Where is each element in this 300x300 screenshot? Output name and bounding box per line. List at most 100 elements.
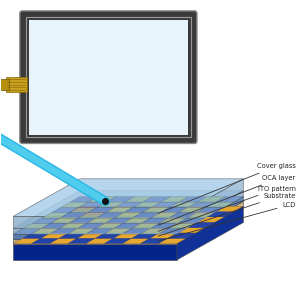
- Polygon shape: [13, 191, 243, 228]
- Polygon shape: [178, 228, 205, 233]
- Polygon shape: [160, 217, 188, 222]
- Polygon shape: [42, 213, 70, 218]
- Text: ITO pattern: ITO pattern: [158, 186, 296, 231]
- Polygon shape: [69, 228, 96, 233]
- Polygon shape: [88, 197, 116, 202]
- Polygon shape: [150, 233, 178, 238]
- Bar: [0, 79, 9, 90]
- Polygon shape: [133, 213, 160, 218]
- Polygon shape: [104, 238, 132, 244]
- Polygon shape: [50, 229, 77, 234]
- Polygon shape: [13, 234, 177, 239]
- Polygon shape: [177, 206, 243, 260]
- Polygon shape: [124, 217, 152, 222]
- Polygon shape: [115, 202, 143, 207]
- Polygon shape: [115, 212, 143, 217]
- Polygon shape: [79, 212, 107, 217]
- Polygon shape: [160, 207, 188, 213]
- Polygon shape: [96, 222, 124, 228]
- Polygon shape: [133, 222, 160, 228]
- Polygon shape: [159, 228, 187, 233]
- Polygon shape: [197, 206, 225, 212]
- FancyBboxPatch shape: [20, 11, 197, 143]
- Polygon shape: [105, 228, 133, 233]
- Polygon shape: [51, 207, 79, 213]
- Polygon shape: [152, 212, 179, 217]
- Polygon shape: [13, 239, 177, 244]
- Polygon shape: [140, 229, 168, 234]
- Polygon shape: [159, 218, 187, 224]
- Polygon shape: [42, 222, 70, 228]
- Polygon shape: [50, 238, 77, 244]
- Polygon shape: [32, 228, 60, 233]
- Polygon shape: [13, 201, 243, 239]
- Polygon shape: [107, 206, 134, 212]
- Polygon shape: [23, 233, 50, 238]
- Bar: [26, 17, 191, 137]
- Polygon shape: [97, 212, 125, 217]
- Polygon shape: [77, 224, 105, 229]
- Polygon shape: [59, 233, 87, 238]
- Polygon shape: [169, 222, 196, 228]
- Polygon shape: [88, 207, 115, 213]
- Polygon shape: [87, 218, 115, 224]
- Polygon shape: [123, 218, 151, 224]
- Polygon shape: [187, 213, 215, 218]
- Polygon shape: [70, 197, 98, 202]
- Polygon shape: [106, 207, 134, 213]
- Bar: [29, 20, 188, 134]
- Polygon shape: [152, 202, 179, 207]
- Polygon shape: [104, 229, 132, 234]
- Polygon shape: [86, 238, 114, 244]
- Polygon shape: [115, 222, 142, 228]
- Polygon shape: [50, 228, 78, 233]
- Polygon shape: [161, 206, 189, 212]
- Polygon shape: [13, 179, 243, 216]
- Polygon shape: [95, 224, 123, 229]
- Polygon shape: [13, 206, 243, 244]
- Polygon shape: [13, 238, 41, 244]
- Polygon shape: [50, 218, 78, 224]
- Polygon shape: [13, 197, 243, 234]
- Polygon shape: [32, 229, 59, 234]
- Polygon shape: [86, 229, 114, 234]
- Polygon shape: [60, 213, 88, 218]
- Polygon shape: [114, 224, 141, 229]
- Polygon shape: [177, 191, 243, 234]
- Polygon shape: [216, 206, 243, 212]
- Polygon shape: [79, 202, 107, 207]
- Polygon shape: [77, 233, 105, 238]
- Polygon shape: [177, 201, 243, 244]
- Polygon shape: [125, 197, 152, 202]
- Polygon shape: [141, 218, 169, 224]
- Polygon shape: [159, 229, 186, 234]
- Polygon shape: [95, 233, 123, 238]
- Polygon shape: [23, 224, 50, 229]
- Polygon shape: [61, 202, 88, 207]
- Polygon shape: [132, 233, 159, 238]
- Polygon shape: [169, 213, 196, 218]
- Polygon shape: [122, 229, 150, 234]
- Polygon shape: [32, 238, 59, 244]
- Polygon shape: [68, 229, 95, 234]
- Polygon shape: [140, 238, 168, 244]
- Text: LCD: LCD: [158, 202, 296, 241]
- Polygon shape: [159, 238, 186, 244]
- Polygon shape: [97, 202, 125, 207]
- Polygon shape: [143, 197, 171, 202]
- Polygon shape: [88, 217, 115, 222]
- Polygon shape: [70, 207, 97, 213]
- Polygon shape: [196, 217, 224, 222]
- Polygon shape: [161, 197, 189, 202]
- Polygon shape: [124, 207, 152, 213]
- Polygon shape: [13, 244, 177, 260]
- Polygon shape: [142, 217, 170, 222]
- Polygon shape: [170, 212, 197, 217]
- Polygon shape: [206, 202, 234, 207]
- Polygon shape: [59, 224, 87, 229]
- Polygon shape: [150, 224, 178, 229]
- Polygon shape: [143, 206, 171, 212]
- Polygon shape: [178, 218, 205, 224]
- Text: Cover glass: Cover glass: [158, 163, 296, 213]
- Polygon shape: [179, 206, 207, 212]
